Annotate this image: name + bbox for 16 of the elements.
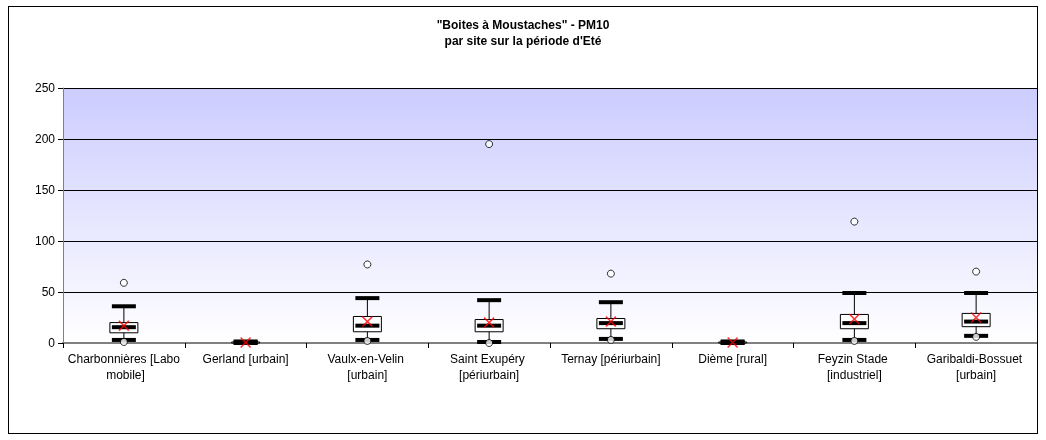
x-tick-label: Garibaldi-Bossuet [urbain] xyxy=(926,352,1026,382)
y-tick-label: 200 xyxy=(34,132,56,146)
chart-subtitle: par site sur la période d'Eté xyxy=(444,34,602,48)
x-tick-label: Gerland [urbain] xyxy=(202,352,289,366)
x-tick-label: Vaulx-en-Velin [urbain] xyxy=(327,352,408,382)
x-tick-label: Ternay [périurbain] xyxy=(561,352,661,366)
y-tick-label: 150 xyxy=(34,183,56,197)
chart-title: "Boites à Moustaches" - PM10 xyxy=(436,18,610,32)
x-tick-label: Charbonnières [Labo mobile] xyxy=(67,352,181,382)
y-tick-label: 100 xyxy=(34,234,56,248)
y-tick-label: 250 xyxy=(34,81,56,95)
y-tick-label: 50 xyxy=(41,285,56,299)
y-tick-label: 0 xyxy=(48,336,56,350)
x-tick-label: Dième [rural] xyxy=(698,352,767,366)
x-tick-label: Feyzin Stade [industriel] xyxy=(817,352,892,382)
x-tick-label: Saint Exupéry [périurbain] xyxy=(450,352,529,382)
